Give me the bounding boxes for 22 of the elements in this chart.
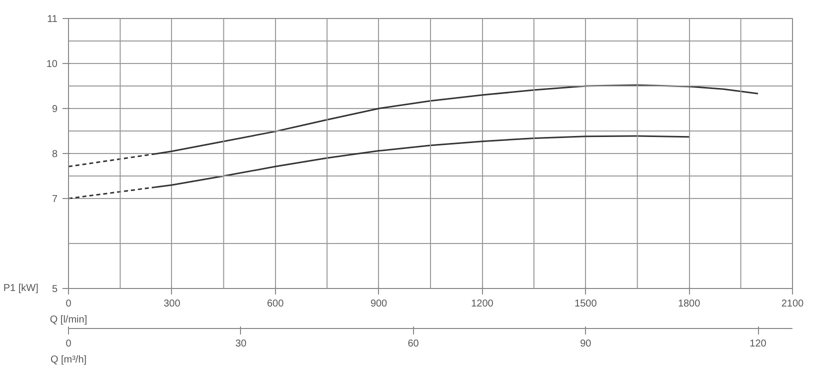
y-tick-label: 7 (52, 194, 58, 205)
x-tick-label: 1200 (471, 298, 494, 310)
y-tick-label: 10 (46, 59, 58, 70)
x-tick-label: 900 (370, 298, 388, 310)
y-tick-label: 9 (52, 104, 58, 115)
y-tick-label: 8 (52, 149, 58, 160)
y-tick-label: 5 (52, 284, 58, 295)
x2-tick-label: 120 (750, 338, 767, 350)
x-axis-title: Q [l/min] (50, 314, 88, 326)
y-axis-title: P1 [kW] (3, 283, 39, 294)
x2-tick-label: 30 (235, 338, 247, 350)
x-tick-label: 2100 (781, 298, 804, 310)
x-tick-label: 600 (267, 298, 284, 310)
x2-tick-label: 0 (66, 338, 72, 350)
x-tick-label: 0 (66, 298, 72, 310)
x-tick-label: 1800 (678, 298, 701, 310)
y-tick-label: 11 (47, 14, 58, 25)
x2-axis-title: Q [m³/h] (50, 354, 87, 366)
x2-tick-label: 90 (580, 338, 592, 350)
x2-tick-label: 60 (408, 338, 420, 350)
x-tick-label: 300 (164, 298, 181, 310)
x-tick-label: 1500 (574, 298, 598, 310)
